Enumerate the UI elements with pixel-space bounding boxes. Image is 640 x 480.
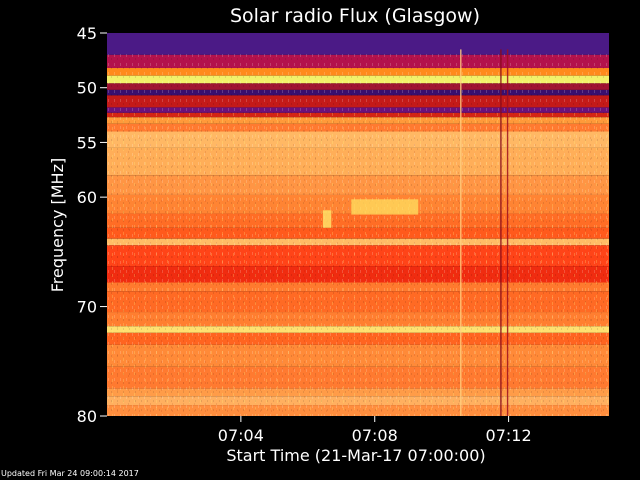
x-axis-ticks: 07:04 07:08 07:12 <box>218 416 532 445</box>
y-tick-label: 70 <box>77 298 97 317</box>
y-tick-label: 50 <box>77 79 97 98</box>
y-axis-ticks: 45 50 55 60 70 80 <box>77 24 107 426</box>
x-axis-label: Start Time (21-Mar-17 07:00:00) <box>226 446 485 465</box>
y-axis-label: Frequency [MHz] <box>48 158 67 292</box>
y-axis-unit-close-bracket: ] <box>48 158 67 164</box>
y-tick-label: 60 <box>77 188 97 207</box>
y-tick-label: 55 <box>77 133 97 152</box>
y-axis-label-text: Frequency <box>48 204 67 292</box>
chart-title: Solar radio Flux (Glasgow) <box>230 5 480 27</box>
y-axis-unit-open-bracket: [ <box>48 198 67 204</box>
updated-timestamp: Updated Fri Mar 24 09:00:14 2017 <box>1 469 139 478</box>
vertical-line <box>460 49 462 417</box>
burst-patch <box>351 199 419 215</box>
vertical-line <box>500 49 502 417</box>
burst-patch <box>322 210 332 228</box>
x-tick-label: 07:12 <box>486 426 532 445</box>
x-tick-label: 07:08 <box>352 426 398 445</box>
frequency-band <box>107 33 609 55</box>
x-tick-label: 07:04 <box>218 426 264 445</box>
y-tick-label: 45 <box>77 24 97 43</box>
plot-area <box>107 33 609 417</box>
spectral-features <box>322 49 509 417</box>
y-tick-label: 80 <box>77 407 97 426</box>
vertical-line <box>506 49 509 417</box>
y-axis-label-unit: MHz <box>48 164 67 198</box>
speckle-texture-2 <box>107 110 609 416</box>
